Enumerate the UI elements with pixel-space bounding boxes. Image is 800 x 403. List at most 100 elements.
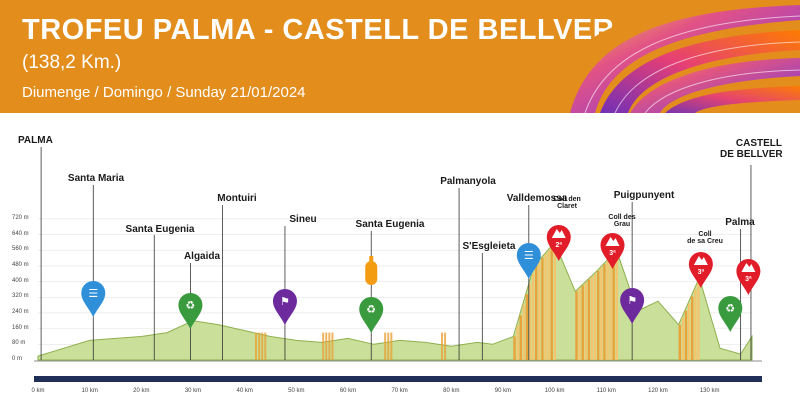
finish-line-1: CASTELL <box>735 138 782 149</box>
recycle-icon: ♻ <box>718 296 743 332</box>
decorative-swirl <box>558 0 800 113</box>
place-label-finish: CASTELL DE BELLVER <box>720 138 783 160</box>
climb-stripe <box>687 303 691 360</box>
finish-line-2: DE BELLVER <box>720 149 783 160</box>
climb-stripe <box>538 261 541 360</box>
climb-stripe <box>590 276 594 360</box>
climb-stripe <box>264 332 267 360</box>
place-label-palmanyola: Palmanyola <box>440 176 496 187</box>
climb-stripe <box>544 254 547 360</box>
km-tick-label: 110 km <box>596 388 616 394</box>
climb-stripe <box>550 247 553 360</box>
place-label-start: PALMA <box>18 135 53 146</box>
svg-text:3ª: 3ª <box>745 276 752 283</box>
km-tick-label: 60 km <box>339 388 357 394</box>
climb-stripe <box>606 260 609 360</box>
svg-text:☰: ☰ <box>524 249 534 262</box>
svg-text:⚑: ⚑ <box>627 294 637 307</box>
climb-label-coll-de-sa-creu: Coll de sa Creu <box>687 231 723 245</box>
km-tick-label: 0 km <box>31 388 45 394</box>
climb-stripe <box>697 282 700 360</box>
climb-stripe <box>615 251 619 360</box>
climb-stripe <box>254 332 257 360</box>
climb-stripe <box>597 270 600 360</box>
race-title: TROFEU PALMA - CASTELL DE BELLVER <box>22 14 615 46</box>
climb-stripe <box>553 243 557 360</box>
climb-stripe <box>609 257 612 360</box>
mountain-icon-coll-den-claret: 2ª <box>546 225 571 261</box>
svg-text:♻: ♻ <box>366 303 376 316</box>
climb-stripe <box>513 336 516 360</box>
climb-stripe <box>322 332 325 360</box>
km-tick-label: 20 km <box>133 388 150 394</box>
elevation-tick-label: 480 m <box>12 261 29 268</box>
elevation-tick-label: 640 m <box>12 230 29 237</box>
elevation-tick-label: 720 m <box>12 214 29 221</box>
km-tick-label: 70 km <box>391 388 408 394</box>
svg-text:⚑: ⚑ <box>280 295 290 308</box>
km-tick-label: 80 km <box>443 388 460 394</box>
climb-stripe <box>578 288 581 360</box>
svg-text:3ª: 3ª <box>609 250 616 257</box>
race-date: Diumenge / Domingo / Sunday 21/01/2024 <box>22 84 306 101</box>
svg-text:♻: ♻ <box>185 299 195 312</box>
place-label-santa-eugenia-1: Santa Eugenia <box>125 224 195 235</box>
header-banner: TROFEU PALMA - CASTELL DE BELLVER (138,2… <box>0 0 800 113</box>
climb-stripe <box>525 294 529 360</box>
km-tick-label: 120 km <box>648 388 668 394</box>
km-tick-label: 130 km <box>699 388 720 394</box>
svg-text:2ª: 2ª <box>556 242 563 249</box>
climb-stripe <box>612 254 615 360</box>
climb-stripe <box>261 332 264 360</box>
climb-stripe <box>691 296 694 360</box>
mountain-icon-coll-de-sa-creu: 3ª <box>688 252 713 288</box>
svg-text:☰: ☰ <box>88 287 98 300</box>
climb-stripe <box>678 324 682 360</box>
climb-stripe <box>444 332 447 360</box>
place-label-sineu: Sineu <box>289 214 317 225</box>
km-tick-label: 30 km <box>184 388 202 394</box>
climb-label-coll-den-claret: Coll den Claret <box>553 196 581 210</box>
climb-stripe <box>325 332 328 360</box>
climb-stripe <box>593 273 597 360</box>
climb-stripe <box>603 264 606 360</box>
km-ruler <box>34 376 762 382</box>
climb-stripe <box>528 283 532 360</box>
elevation-tick-label: 240 m <box>12 308 29 315</box>
elevation-tick-label: 160 m <box>12 324 29 331</box>
km-tick-label: 50 km <box>288 388 305 394</box>
flag-icon: ⚑ <box>272 289 297 325</box>
climb-stripe <box>584 282 588 360</box>
place-label-palma-2: Palma <box>725 217 755 228</box>
climb-stripe <box>258 332 261 360</box>
recycle-icon: ♻ <box>359 297 384 333</box>
km-tick-label: 40 km <box>236 388 253 394</box>
place-label-santa-maria: Santa Maria <box>67 173 125 184</box>
climb-stripe <box>531 272 535 360</box>
climb-stripe <box>384 332 387 360</box>
climb-stripe <box>519 315 522 360</box>
climb-stripe <box>328 332 331 360</box>
bottle-cap-icon <box>369 256 374 262</box>
race-distance: (138,2 Km.) <box>22 52 122 73</box>
place-label-valldemossa: Valldemossa <box>506 193 568 204</box>
sprint-icon: ☰ <box>516 243 541 279</box>
elevation-tick-label: 0 m <box>12 356 23 362</box>
elevation-chart: ☰ ♻ ⚑ ♻ ☰ ⚑ ♻ 2ª 3ª 3ª 3ª <box>34 147 762 382</box>
bottle-icon <box>365 261 378 285</box>
svg-text:3ª: 3ª <box>698 269 705 276</box>
place-label-puigpunyent: Puigpunyent <box>613 190 675 201</box>
km-tick-label: 100 km <box>544 388 565 394</box>
mountain-icon-coll-des-grau: 3ª <box>600 233 625 269</box>
climb-stripe <box>535 264 538 360</box>
climb-stripe <box>587 279 591 360</box>
elevation-tick-label: 400 m <box>12 277 29 284</box>
place-label-montuiri: Montuiri <box>217 193 257 204</box>
climb-stripe <box>516 325 519 360</box>
climb-stripe <box>547 250 550 360</box>
place-label-algaida: Algaida <box>183 251 221 262</box>
svg-text:♻: ♻ <box>725 302 735 315</box>
climb-stripe <box>684 310 688 360</box>
recycle-icon: ♻ <box>178 293 203 329</box>
climb-stripe <box>522 304 526 360</box>
